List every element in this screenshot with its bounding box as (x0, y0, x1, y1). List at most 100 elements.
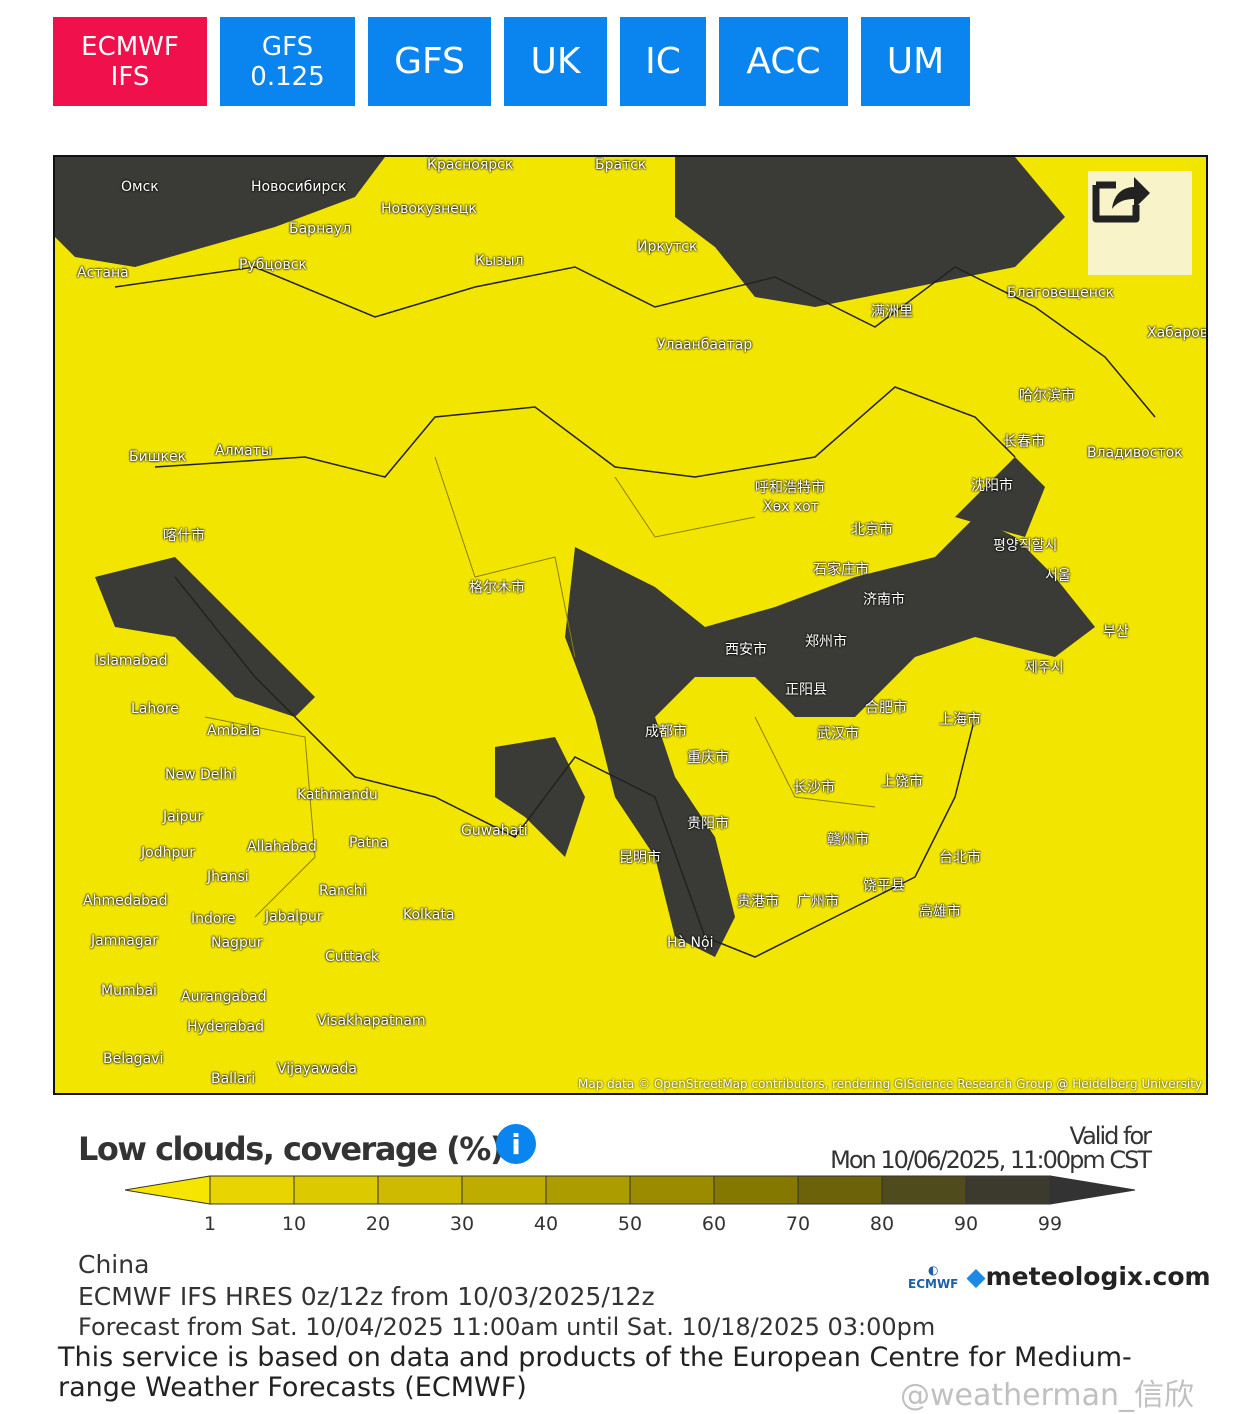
city-label: Новосибирск (251, 179, 347, 195)
city-label: Улаанбаатар (657, 337, 753, 353)
city-label: Kolkata (403, 907, 455, 923)
city-label: 重庆市 (687, 750, 729, 766)
tab-ic[interactable]: IC (620, 17, 706, 106)
tab-uk[interactable]: UK (504, 17, 607, 106)
tab-um[interactable]: UM (861, 17, 970, 106)
disclaimer: This service is based on data and produc… (58, 1342, 1132, 1373)
scale-bin (713, 1175, 799, 1205)
city-label: 昆明市 (619, 850, 661, 866)
city-label: Jhansi (207, 869, 249, 885)
city-label: 高雄市 (919, 904, 961, 920)
city-label: 제주시 (1025, 660, 1064, 676)
city-label: Владивосток (1087, 445, 1183, 461)
city-label: 满洲里 (871, 304, 913, 320)
legend-title: Low clouds, coverage (%) (78, 1130, 504, 1168)
city-label: 贵阳市 (687, 816, 729, 832)
scale-tick: 99 (1037, 1213, 1063, 1235)
city-label: Омск (121, 179, 159, 195)
valid-label: Valid for (1069, 1122, 1152, 1150)
city-label: 西安市 (725, 642, 767, 658)
tab-gfs-0125[interactable]: GFS 0.125 (220, 17, 355, 106)
scale-min-arrow (125, 1175, 211, 1205)
scale-bin (881, 1175, 967, 1205)
city-label: Барнаул (289, 221, 352, 237)
cloud-layer (55, 157, 1156, 958)
model-tabs: ECMWF IFS GFS 0.125 GFS UK IC ACC UM (53, 17, 970, 106)
city-label: Хабаровск (1147, 325, 1208, 341)
city-label: Иркутск (637, 239, 698, 255)
scale-tick: 30 (449, 1213, 475, 1235)
share-icon (1092, 177, 1150, 223)
city-label: 成都市 (645, 724, 687, 740)
city-label: 上海市 (939, 712, 981, 728)
weather-map[interactable]: Омск Новосибирск Красноярск Братск Барна… (53, 155, 1208, 1095)
tab-acc[interactable]: ACC (719, 17, 848, 106)
disclaimer-2: range Weather Forecasts (ECMWF) (58, 1372, 527, 1403)
city-label: Рубцовск (239, 257, 307, 273)
city-label: 赣州市 (827, 832, 869, 848)
scale-bin (797, 1175, 883, 1205)
city-label: 饶平县 (863, 878, 905, 894)
share-button[interactable] (1088, 171, 1192, 275)
info-icon[interactable]: i (496, 1124, 536, 1164)
city-label: Indore (191, 911, 236, 927)
scale-tick: 10 (281, 1213, 307, 1235)
city-label: 北京市 (851, 522, 893, 538)
scale-tick: 40 (533, 1213, 559, 1235)
valid-time: Valid for Mon 10/06/2025, 11:00pm CST (830, 1122, 1152, 1174)
city-label: Алматы (215, 443, 272, 459)
city-label: Kathmandu (297, 787, 378, 803)
city-label: Благовещенск (1007, 285, 1115, 301)
scale-tick: 60 (701, 1213, 727, 1235)
region-label: China (78, 1250, 150, 1279)
scale-tick: 20 (365, 1213, 391, 1235)
city-label: Кызыл (475, 253, 524, 269)
city-label: Jodhpur (141, 845, 195, 861)
scale-bin (629, 1175, 715, 1205)
city-label: Jabalpur (265, 909, 323, 925)
city-label: 贵港市 (737, 894, 779, 910)
city-label: Patna (349, 835, 389, 851)
city-label: Visakhapatnam (317, 1013, 426, 1029)
city-label: 喀什市 (163, 528, 205, 544)
city-label: Mumbai (101, 983, 157, 999)
city-label: Cuttack (325, 949, 380, 965)
city-label: Братск (595, 157, 647, 173)
city-label: 格尔木市 (469, 580, 525, 596)
city-label: 哈尔滨市 (1019, 388, 1075, 404)
scale-tick: 1 (203, 1213, 217, 1235)
city-label: Belagavi (103, 1051, 164, 1067)
city-label: 台北市 (939, 850, 981, 866)
scale-bin (965, 1175, 1051, 1205)
city-label: 济南市 (863, 592, 905, 608)
watermark: @weatherman_信欣 (900, 1378, 1195, 1413)
city-label: 서울 (1045, 568, 1071, 584)
map-attribution: Map data © OpenStreetMap contributors, r… (578, 1077, 1202, 1091)
tab-ecmwf-ifs[interactable]: ECMWF IFS (53, 17, 207, 106)
city-label: Новокузнецк (381, 201, 477, 217)
city-label: Aurangabad (181, 989, 267, 1005)
city-label: 부산 (1103, 624, 1129, 640)
city-label: Islamabad (95, 653, 168, 669)
scale-max-arrow (1049, 1175, 1136, 1205)
city-label: Ranchi (319, 883, 367, 899)
city-label: 长春市 (1003, 434, 1045, 450)
city-label: 长沙市 (793, 780, 835, 796)
scale-tick: 90 (953, 1213, 979, 1235)
logos[interactable]: ◐ ECMWF ◆meteologix.com (908, 1262, 1211, 1291)
city-label: 上饶市 (881, 774, 923, 790)
city-label: Jaipur (163, 809, 204, 825)
valid-time-value: Mon 10/06/2025, 11:00pm CST (830, 1146, 1152, 1174)
city-label: Бишкек (129, 449, 187, 465)
city-label: Ambala (207, 723, 261, 739)
city-label: Астана (77, 265, 129, 281)
city-label: Guwahati (461, 823, 528, 839)
city-label: Ahmedabad (83, 893, 168, 909)
city-label: 郑州市 (805, 634, 847, 650)
meteologix-logo[interactable]: ◆meteologix.com (966, 1262, 1211, 1291)
meteologix-icon: ◆ (966, 1262, 986, 1291)
forecast-range: Forecast from Sat. 10/04/2025 11:00am un… (78, 1313, 936, 1341)
city-label: Хөх хот (763, 499, 819, 515)
city-label: 평양직할시 (993, 538, 1058, 554)
tab-gfs[interactable]: GFS (368, 17, 491, 106)
